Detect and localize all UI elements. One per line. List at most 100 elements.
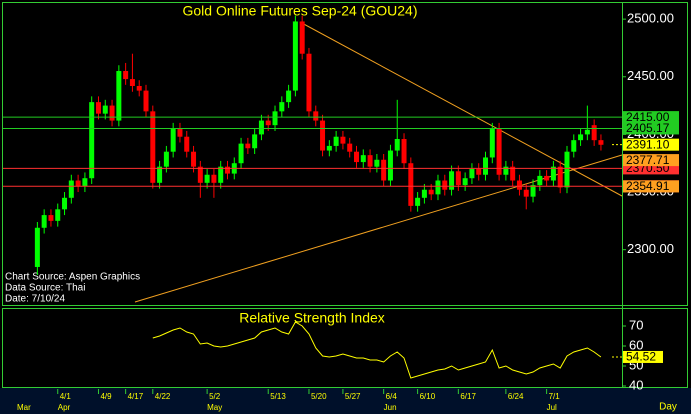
candle-body bbox=[177, 128, 183, 137]
month-label: May bbox=[207, 403, 222, 412]
candle-body bbox=[544, 175, 550, 181]
x-tick-label: 6/4 bbox=[386, 392, 398, 401]
candle-body bbox=[184, 136, 190, 152]
month-label: Mar bbox=[17, 403, 31, 412]
candle-body bbox=[197, 166, 203, 183]
x-axis-band bbox=[0, 388, 691, 414]
level-label: 2415.00 bbox=[626, 110, 670, 124]
y-tick-label: 60 bbox=[629, 337, 643, 352]
candle-body bbox=[435, 180, 441, 195]
candle-body bbox=[82, 178, 88, 187]
candle-body bbox=[550, 166, 556, 181]
marker-label: 2391.10 bbox=[626, 137, 670, 151]
candle-body bbox=[489, 128, 495, 158]
y-tick-label: 40 bbox=[629, 377, 643, 392]
candle-body bbox=[564, 151, 570, 188]
candle-body bbox=[530, 185, 536, 197]
candle-body bbox=[129, 79, 135, 86]
marker-badge bbox=[623, 138, 679, 151]
price-panel-frame bbox=[2, 2, 688, 306]
candle-body bbox=[401, 139, 407, 164]
candle-body bbox=[55, 209, 61, 221]
candle-body bbox=[238, 143, 244, 164]
candle-body bbox=[360, 155, 366, 163]
x-tick-label: 4/17 bbox=[128, 392, 144, 401]
candle-body bbox=[123, 71, 129, 80]
x-tick-label: 4/22 bbox=[155, 392, 171, 401]
y-tick-label: 70 bbox=[629, 317, 643, 332]
month-label: Apr bbox=[58, 403, 71, 412]
x-tick-label: 6/24 bbox=[508, 392, 524, 401]
candle-body bbox=[340, 136, 346, 144]
candle-body bbox=[109, 105, 115, 121]
candle-body bbox=[421, 189, 427, 198]
rsi-line bbox=[152, 321, 602, 379]
candle-body bbox=[224, 166, 230, 174]
candle-body bbox=[571, 140, 577, 152]
candle-body bbox=[333, 136, 339, 146]
candle-body bbox=[320, 120, 326, 151]
x-tick-label: 5/2 bbox=[209, 392, 221, 401]
candle-body bbox=[62, 197, 68, 210]
month-label: Jul bbox=[547, 403, 557, 412]
candle-body bbox=[503, 166, 509, 175]
chart-title: Gold Online Futures Sep-24 (GOU24) bbox=[183, 3, 418, 19]
x-tick-label: 6/10 bbox=[420, 392, 436, 401]
month-label: Jun bbox=[384, 403, 397, 412]
candle-body bbox=[279, 102, 285, 112]
candle-body bbox=[557, 166, 563, 188]
candle-body bbox=[408, 163, 414, 206]
candle-body bbox=[75, 180, 81, 187]
level-label: 2405.17 bbox=[626, 121, 670, 135]
candle-body bbox=[116, 71, 122, 121]
note: Chart Source: Aspen Graphics bbox=[5, 272, 140, 283]
y-tick-label: 2500.00 bbox=[627, 11, 674, 26]
candle-body bbox=[313, 111, 319, 121]
y-tick-label: 2450.00 bbox=[627, 68, 674, 83]
candle-body bbox=[258, 120, 264, 135]
candle-body bbox=[476, 168, 482, 175]
candle-body bbox=[252, 134, 258, 149]
x-tick-label: 5/20 bbox=[311, 392, 327, 401]
level-badge bbox=[623, 122, 679, 135]
candle-body bbox=[591, 125, 597, 141]
candle-body bbox=[95, 102, 101, 114]
candle-body bbox=[428, 189, 434, 195]
candle-body bbox=[102, 105, 108, 114]
candle-body bbox=[163, 151, 169, 167]
rsi-panel-frame bbox=[2, 308, 688, 388]
candle-body bbox=[483, 157, 489, 175]
candle-body bbox=[41, 215, 47, 228]
candle-body bbox=[136, 85, 142, 91]
candle-body bbox=[584, 129, 590, 135]
candle-body bbox=[442, 180, 448, 190]
candle-body bbox=[354, 151, 359, 163]
x-tick-label: 4/1 bbox=[60, 392, 72, 401]
x-tick-label: 7/1 bbox=[549, 392, 561, 401]
marker-label: 2354.91 bbox=[626, 179, 670, 193]
candle-body bbox=[496, 128, 502, 175]
candle-body bbox=[143, 90, 149, 112]
candle-body bbox=[265, 120, 271, 126]
x-tick-label: 5/13 bbox=[270, 392, 286, 401]
candle-body bbox=[510, 166, 516, 181]
candle-body bbox=[211, 174, 217, 183]
candle-body bbox=[89, 102, 95, 179]
candle-body bbox=[292, 21, 298, 91]
candle-body bbox=[157, 166, 163, 183]
candle-body bbox=[367, 155, 373, 167]
rsi-badge bbox=[623, 350, 663, 363]
candle-body bbox=[218, 166, 224, 183]
note: Date: 7/10/24 bbox=[5, 294, 65, 305]
candle-body bbox=[191, 151, 197, 167]
candle-body bbox=[245, 143, 251, 149]
candle-body bbox=[516, 180, 522, 190]
candle-body bbox=[387, 150, 393, 181]
candle-body bbox=[374, 159, 380, 167]
candle-body bbox=[469, 168, 475, 179]
candle-body bbox=[170, 128, 176, 152]
candle-body bbox=[286, 90, 292, 103]
